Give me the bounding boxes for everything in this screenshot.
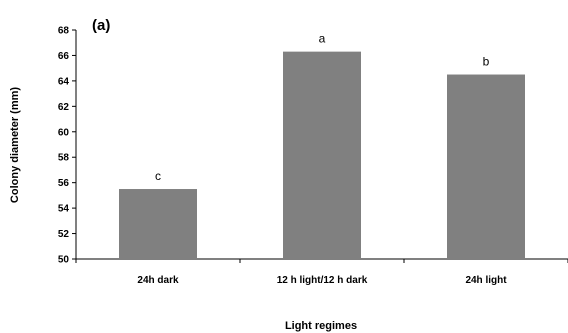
bar xyxy=(283,51,361,259)
y-tick-label: 64 xyxy=(58,76,70,87)
y-tick-label: 56 xyxy=(58,178,70,189)
significance-letter: a xyxy=(319,32,326,46)
panel-label: (a) xyxy=(92,17,110,34)
y-tick-label: 60 xyxy=(58,127,70,138)
x-axis-title: Light regimes xyxy=(285,320,357,332)
y-tick-label: 62 xyxy=(58,102,70,113)
bar xyxy=(447,74,525,260)
y-tick-label: 52 xyxy=(58,229,70,240)
x-tick-label: 24h dark xyxy=(137,275,179,286)
plot-area: 50 52 54 56 58 60 62 64 66 68 24h dark c 12 h light/… xyxy=(58,26,568,286)
y-tick-label: 54 xyxy=(58,204,70,215)
y-tick-label: 68 xyxy=(58,26,70,37)
y-tick-label: 66 xyxy=(58,51,70,62)
significance-letter: c xyxy=(155,169,161,183)
y-axis-title: Colony diameter (mm) xyxy=(9,87,21,203)
x-tick-label: 24h light xyxy=(465,275,507,286)
y-tick-label: 58 xyxy=(58,153,70,164)
significance-letter: b xyxy=(483,55,490,69)
x-tick-label: 12 h light/12 h dark xyxy=(277,275,368,286)
bar xyxy=(119,189,197,259)
y-tick-label: 50 xyxy=(58,255,70,266)
